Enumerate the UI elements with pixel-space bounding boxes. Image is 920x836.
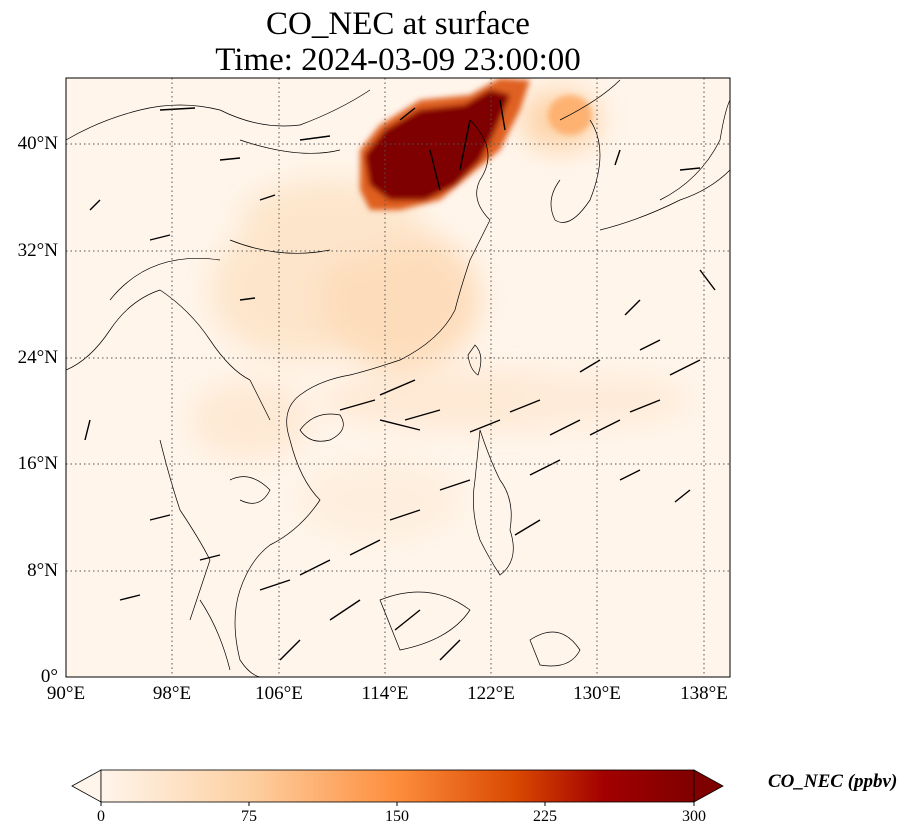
colorbar xyxy=(100,769,695,803)
lon-label: 138°E xyxy=(680,683,728,704)
gridlines xyxy=(66,78,730,677)
lat-label: 0° xyxy=(40,666,58,687)
colorbar-tick-label: 225 xyxy=(533,808,557,825)
map-title-line2: Time: 2024-03-09 23:00:00 xyxy=(215,42,581,78)
lon-label: 114°E xyxy=(361,683,409,704)
colorbar-label: CO_NEC (ppbv) xyxy=(768,771,898,792)
lat-label: 16°N xyxy=(17,453,58,474)
map-title-line1: CO_NEC at surface xyxy=(266,6,530,42)
lat-label: 40°N xyxy=(17,133,58,154)
colorbar-extend-max xyxy=(693,769,724,803)
colorbar-tick-label: 300 xyxy=(682,808,706,825)
lat-label: 24°N xyxy=(17,347,58,368)
colorbar-tick-label: 150 xyxy=(385,808,409,825)
concentration-field xyxy=(66,78,730,677)
map-frame xyxy=(65,77,731,678)
lat-label: 32°N xyxy=(17,240,58,261)
colorbar-tick-marks xyxy=(100,802,695,806)
lon-label: 98°E xyxy=(152,683,192,704)
lon-label: 90°E xyxy=(46,683,86,704)
lon-label: 130°E xyxy=(573,683,621,704)
coastlines xyxy=(66,79,730,677)
lon-label: 122°E xyxy=(467,683,515,704)
wind-vectors xyxy=(84,99,716,661)
lat-label: 8°N xyxy=(27,560,58,581)
colorbar-extend-min xyxy=(71,769,102,803)
colorbar-tick-label: 75 xyxy=(241,808,257,825)
colorbar-tick-label: 0 xyxy=(97,808,105,825)
lon-label: 106°E xyxy=(255,683,303,704)
